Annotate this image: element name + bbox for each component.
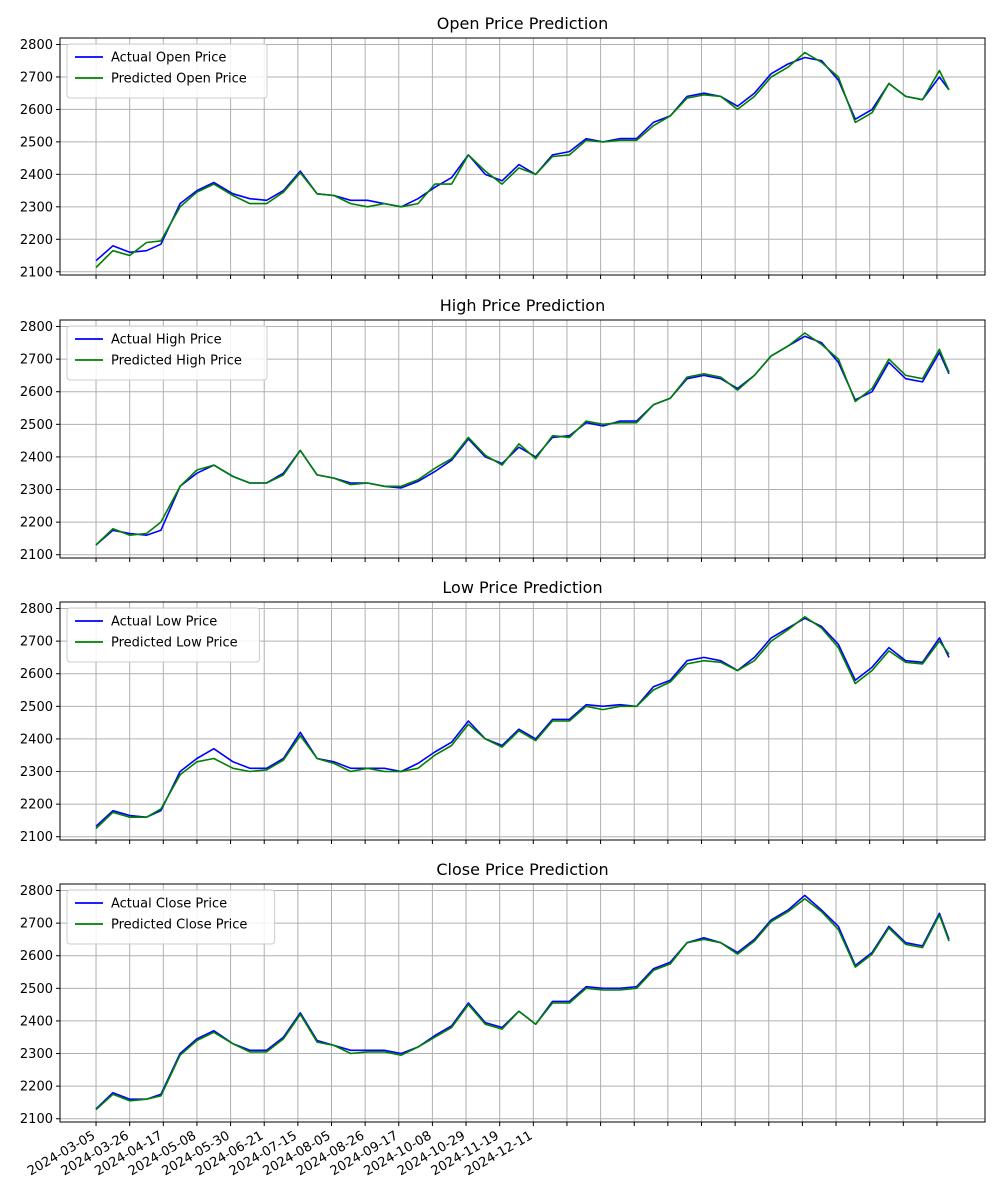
y-tick-label: 2600	[20, 949, 53, 964]
y-tick-label: 2800	[20, 884, 53, 899]
legend-box	[66, 889, 276, 945]
y-tick-label: 2700	[20, 917, 53, 932]
plot-frame	[59, 319, 986, 559]
chart-title: Close Price Prediction	[436, 860, 608, 879]
y-tick-label: 2100	[20, 1112, 53, 1127]
chart-panel-1: Open Price Prediction 2100 2200 2300 2400 250…	[20, 14, 986, 280]
y-tick-label: 2100	[20, 548, 53, 563]
legend-label: Actual Low Price	[111, 615, 217, 630]
y-tick-label: 2500	[20, 982, 53, 997]
legend: Actual High Price Predicted High Price	[66, 325, 268, 381]
legend-label: Actual Close Price	[111, 897, 227, 912]
plot-frame	[59, 883, 986, 1123]
series-line	[95, 332, 950, 546]
legend-label: Predicted Low Price	[111, 636, 238, 651]
y-tick-label: 2200	[20, 233, 53, 248]
chart-panel-2: High Price Prediction 2100 2200 2300 2400 250…	[20, 296, 986, 563]
legend-label: Predicted Open Price	[111, 72, 247, 87]
chart-panel-4: Close Price Prediction 2100 2200 2300 2400 25…	[20, 860, 986, 1179]
y-tick-label: 2700	[20, 353, 53, 368]
series-line	[95, 897, 950, 1111]
y-tick-label: 2500	[20, 135, 53, 150]
y-tick-label: 2800	[20, 602, 53, 617]
y-tick-label: 2100	[20, 265, 53, 280]
legend: Actual Open Price Predicted Open Price	[66, 43, 268, 99]
y-tick-label: 2700	[20, 635, 53, 650]
y-tick-label: 2300	[20, 483, 53, 498]
y-tick-label: 2500	[20, 418, 53, 433]
legend: Actual Close Price Predicted Close Price	[66, 889, 276, 945]
legend: Actual Low Price Predicted Low Price	[66, 607, 260, 663]
y-tick-label: 2100	[20, 830, 53, 845]
legend-label: Actual Open Price	[111, 51, 226, 66]
series-line	[95, 51, 950, 269]
y-tick-label: 2200	[20, 798, 53, 813]
y-tick-label: 2700	[20, 70, 53, 85]
chart-panel-3: Low Price Prediction 2100 2200 2300 2400 2500…	[20, 578, 986, 845]
legend-label: Actual High Price	[111, 333, 222, 348]
y-tick-label: 2500	[20, 700, 53, 715]
y-tick-label: 2200	[20, 516, 53, 531]
legend-label: Predicted High Price	[111, 354, 242, 369]
series-line	[95, 615, 950, 830]
y-tick-label: 2300	[20, 200, 53, 215]
y-tick-label: 2300	[20, 765, 53, 780]
chart-title: Open Price Prediction	[437, 14, 608, 33]
legend-label: Predicted Close Price	[111, 918, 247, 933]
plot-frame	[59, 601, 986, 841]
plot-frame	[59, 37, 986, 276]
y-tick-label: 2400	[20, 1014, 53, 1029]
y-tick-label: 2600	[20, 103, 53, 118]
y-tick-label: 2800	[20, 38, 53, 53]
y-tick-label: 2400	[20, 450, 53, 465]
legend-box	[66, 607, 260, 663]
legend-box	[66, 325, 268, 381]
y-tick-label: 2300	[20, 1047, 53, 1062]
series-line	[95, 56, 950, 262]
y-tick-label: 2400	[20, 168, 53, 183]
y-tick-label: 2600	[20, 385, 53, 400]
y-tick-label: 2400	[20, 732, 53, 747]
chart-title: High Price Prediction	[440, 296, 605, 315]
legend-box	[66, 43, 268, 99]
y-tick-label: 2200	[20, 1080, 53, 1095]
y-tick-label: 2600	[20, 667, 53, 682]
chart-title: Low Price Prediction	[442, 578, 602, 597]
y-tick-label: 2800	[20, 320, 53, 335]
